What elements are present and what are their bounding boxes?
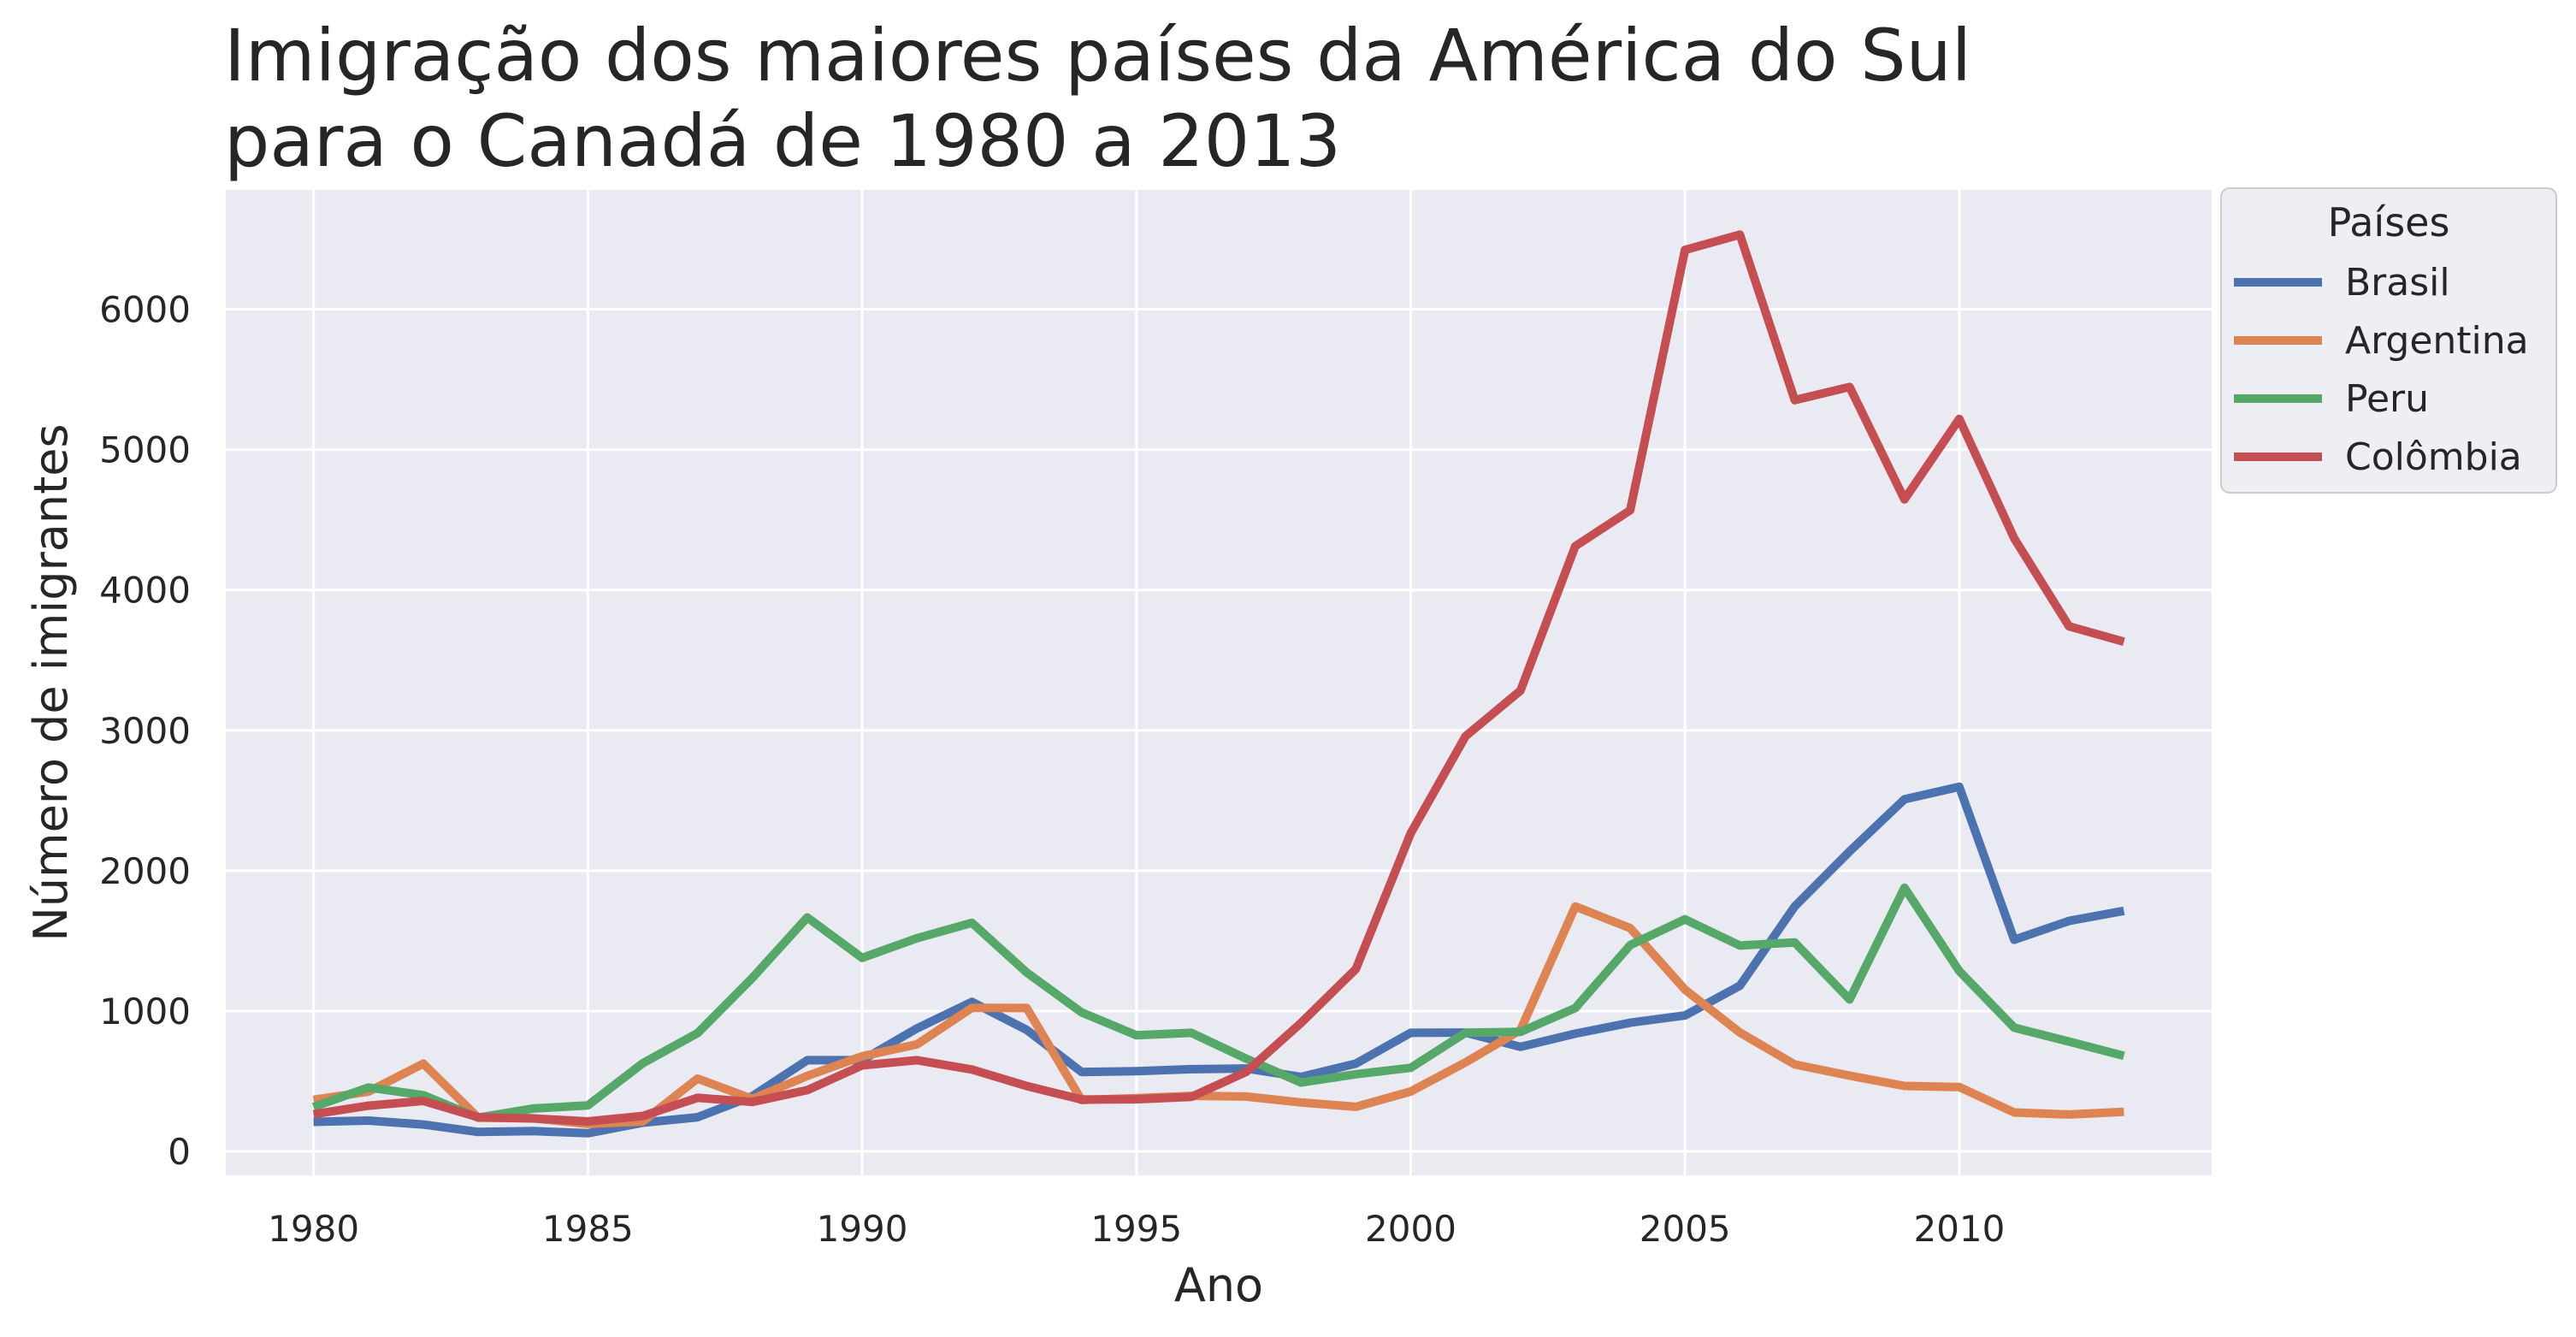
x-tick-label: 2005 bbox=[1640, 1208, 1731, 1250]
series-line-colombia bbox=[312, 230, 2125, 1126]
series-lines bbox=[311, 230, 2125, 1138]
x-axis-label: Ano bbox=[1174, 1258, 1263, 1312]
x-tick-labels: 1980 1985 1990 1995 2000 2005 2010 bbox=[268, 1208, 2005, 1250]
legend-label-argentina: Argentina bbox=[2345, 319, 2529, 363]
x-tick-label: 2010 bbox=[1913, 1208, 2005, 1250]
legend: Países Brasil Argentina Peru Colômbia bbox=[2220, 187, 2557, 494]
legend-items: Brasil Argentina Peru Colômbia bbox=[2234, 261, 2529, 479]
y-tick-label: 0 bbox=[168, 1131, 191, 1173]
series-line-brasil bbox=[313, 782, 2125, 1138]
y-tick-label: 4000 bbox=[99, 570, 191, 612]
x-tick-label: 2000 bbox=[1365, 1208, 1456, 1250]
plot-area bbox=[226, 190, 2212, 1175]
legend-title: Países bbox=[2328, 199, 2450, 246]
x-tick-label: 1990 bbox=[817, 1208, 908, 1250]
legend-label-brasil: Brasil bbox=[2345, 261, 2450, 305]
y-tick-label: 1000 bbox=[99, 991, 191, 1032]
legend-label-peru: Peru bbox=[2345, 377, 2429, 421]
legend-box bbox=[2220, 187, 2557, 494]
y-tick-label: 6000 bbox=[99, 288, 191, 330]
series-line-peru bbox=[311, 883, 2125, 1122]
y-axis-label: Número de imigrantes bbox=[24, 423, 78, 941]
legend-label-colombia: Colômbia bbox=[2345, 435, 2522, 479]
chart-title-line-1: Imigração dos maiores países da América … bbox=[224, 14, 1971, 98]
y-tick-label: 5000 bbox=[99, 429, 191, 471]
y-tick-label: 2000 bbox=[99, 850, 191, 892]
x-tick-label: 1995 bbox=[1090, 1208, 1182, 1250]
y-tick-label: 3000 bbox=[99, 710, 191, 752]
y-tick-labels: 0 1000 2000 3000 4000 5000 6000 bbox=[99, 288, 191, 1173]
x-tick-label: 1985 bbox=[542, 1208, 634, 1250]
chart-title-line-2: para o Canadá de 1980 a 2013 bbox=[224, 99, 1341, 183]
x-tick-label: 1980 bbox=[268, 1208, 359, 1250]
